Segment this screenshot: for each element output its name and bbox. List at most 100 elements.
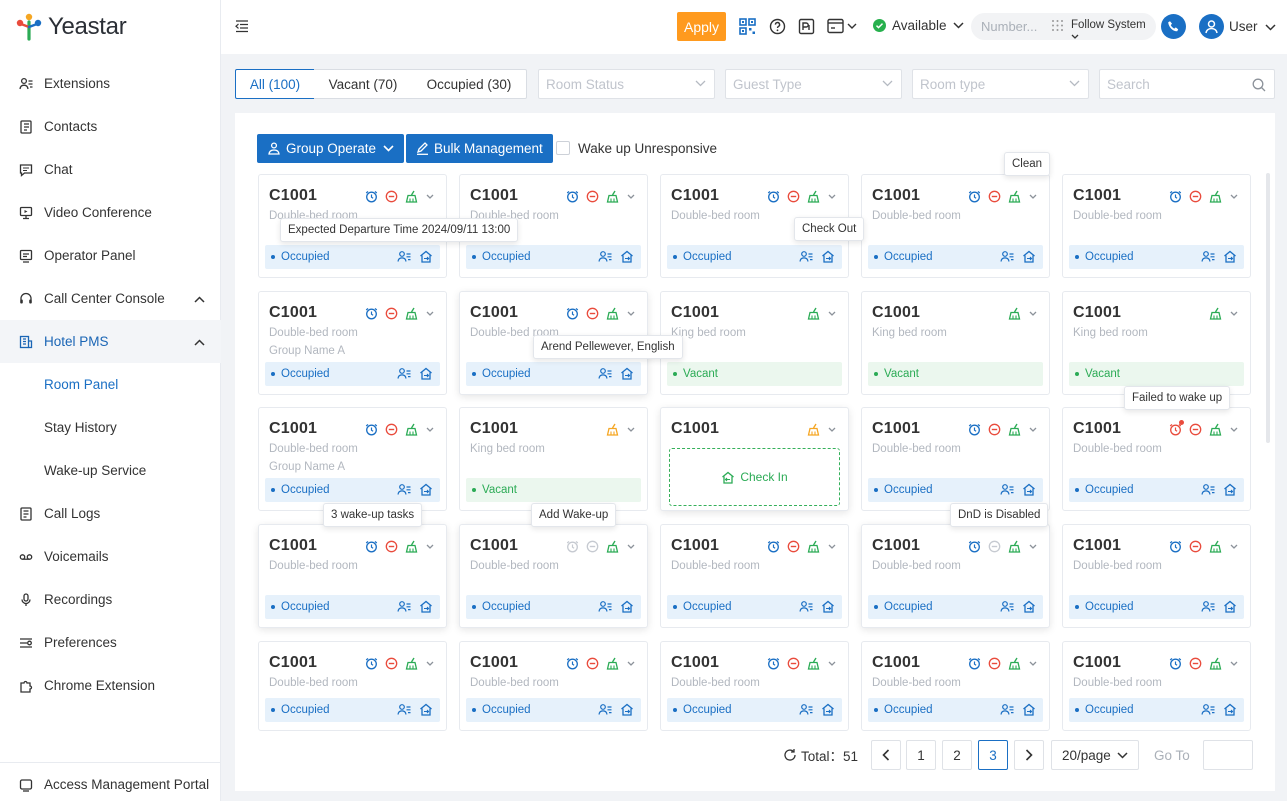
clean-status-icon[interactable] bbox=[606, 657, 620, 670]
alarm-clock-icon[interactable] bbox=[1169, 657, 1182, 670]
check-out-icon[interactable] bbox=[821, 250, 835, 266]
chevron-down-icon[interactable] bbox=[1230, 427, 1238, 433]
guest-info-icon[interactable] bbox=[397, 483, 411, 499]
guest-info-icon[interactable] bbox=[799, 703, 813, 719]
clean-status-icon[interactable] bbox=[1209, 307, 1223, 320]
chevron-down-icon[interactable] bbox=[627, 427, 635, 433]
room-card[interactable]: C1001 Check In bbox=[660, 407, 849, 511]
room-card[interactable]: C1001 Double-bed room Occupied bbox=[1062, 407, 1251, 511]
alarm-clock-icon[interactable] bbox=[1169, 190, 1182, 203]
clean-status-icon[interactable] bbox=[807, 540, 821, 553]
alarm-clock-icon[interactable] bbox=[968, 540, 981, 553]
room-card[interactable]: C1001 Double-bed room Occupied bbox=[861, 524, 1050, 628]
alarm-clock-icon[interactable] bbox=[365, 423, 378, 436]
sidebar-item-access-management-portal[interactable]: Access Management Portal bbox=[0, 763, 221, 801]
alarm-clock-icon[interactable] bbox=[968, 423, 981, 436]
do-not-disturb-icon[interactable] bbox=[385, 423, 398, 436]
do-not-disturb-icon[interactable] bbox=[787, 190, 800, 203]
chevron-down-icon[interactable] bbox=[1029, 194, 1037, 200]
page-button[interactable]: 2 bbox=[942, 740, 972, 770]
chevron-down-icon[interactable] bbox=[627, 661, 635, 667]
do-not-disturb-icon[interactable] bbox=[988, 657, 1001, 670]
room-card[interactable]: C1001 King bed room Vacant bbox=[861, 291, 1050, 395]
scrollbar[interactable] bbox=[1266, 173, 1270, 443]
chevron-down-icon[interactable] bbox=[1029, 544, 1037, 550]
chevron-down-icon[interactable] bbox=[627, 194, 635, 200]
chevron-down-icon[interactable] bbox=[828, 311, 836, 317]
alarm-clock-icon[interactable] bbox=[767, 540, 780, 553]
goto-page-input[interactable] bbox=[1203, 740, 1253, 770]
check-out-icon[interactable] bbox=[1223, 483, 1237, 499]
dial-number-input[interactable]: Number... Follow System bbox=[971, 13, 1156, 40]
clean-status-icon[interactable] bbox=[1209, 190, 1223, 203]
check-out-icon[interactable] bbox=[419, 483, 433, 499]
check-out-icon[interactable] bbox=[419, 250, 433, 266]
room-card[interactable]: C1001 Double-bed room Occupied bbox=[660, 641, 849, 731]
do-not-disturb-icon[interactable] bbox=[787, 657, 800, 670]
clean-status-icon[interactable] bbox=[807, 423, 821, 436]
chevron-down-icon[interactable] bbox=[828, 427, 836, 433]
guest-info-icon[interactable] bbox=[598, 703, 612, 719]
check-out-icon[interactable] bbox=[1223, 250, 1237, 266]
clean-status-icon[interactable] bbox=[405, 540, 419, 553]
collapse-sidebar-icon[interactable] bbox=[235, 19, 249, 38]
guest-info-icon[interactable] bbox=[1201, 250, 1215, 266]
sidebar-item-chrome-extension[interactable]: Chrome Extension bbox=[0, 664, 221, 707]
chevron-down-icon[interactable] bbox=[426, 427, 434, 433]
guest-info-icon[interactable] bbox=[1000, 703, 1014, 719]
do-not-disturb-icon[interactable] bbox=[1189, 540, 1202, 553]
alarm-clock-icon[interactable] bbox=[365, 190, 378, 203]
clean-status-icon[interactable] bbox=[606, 423, 620, 436]
room-card[interactable]: C1001 Double-bed room Occupied bbox=[861, 174, 1050, 278]
do-not-disturb-icon[interactable] bbox=[1189, 657, 1202, 670]
follow-system-dropdown[interactable]: Follow System bbox=[1071, 19, 1156, 43]
prev-page-button[interactable] bbox=[871, 740, 901, 770]
check-out-icon[interactable] bbox=[1223, 600, 1237, 616]
guest-info-icon[interactable] bbox=[1000, 483, 1014, 499]
alarm-clock-icon[interactable] bbox=[365, 307, 378, 320]
do-not-disturb-icon[interactable] bbox=[787, 540, 800, 553]
sidebar-item-call-center-console[interactable]: Call Center Console bbox=[0, 277, 221, 320]
chevron-down-icon[interactable] bbox=[1029, 661, 1037, 667]
chevron-down-icon[interactable] bbox=[828, 544, 836, 550]
page-button[interactable]: 1 bbox=[906, 740, 936, 770]
sidebar-item-room-panel[interactable]: Room Panel bbox=[0, 363, 221, 406]
chevron-up-icon[interactable] bbox=[194, 334, 205, 349]
next-page-button[interactable] bbox=[1014, 740, 1044, 770]
yeastar-logo[interactable]: Yeastar bbox=[16, 12, 127, 42]
room-card[interactable]: C1001 Double-bed room Occupied bbox=[1062, 524, 1251, 628]
call-button[interactable] bbox=[1161, 14, 1186, 39]
clean-status-icon[interactable] bbox=[1008, 190, 1022, 203]
do-not-disturb-icon[interactable] bbox=[385, 540, 398, 553]
guest-info-icon[interactable] bbox=[397, 367, 411, 383]
room-card[interactable]: C1001 Double-bed room Occupied bbox=[861, 641, 1050, 731]
guest-info-icon[interactable] bbox=[397, 703, 411, 719]
qr-code-icon[interactable] bbox=[739, 18, 756, 40]
do-not-disturb-icon[interactable] bbox=[586, 190, 599, 203]
do-not-disturb-icon[interactable] bbox=[586, 307, 599, 320]
guest-info-icon[interactable] bbox=[1201, 483, 1215, 499]
alarm-clock-icon[interactable] bbox=[566, 657, 579, 670]
chevron-down-icon[interactable] bbox=[627, 311, 635, 317]
page-button-current[interactable]: 3 bbox=[978, 740, 1008, 770]
room-card[interactable]: C1001 King bed room Vacant bbox=[459, 407, 648, 511]
refresh-icon[interactable] bbox=[783, 748, 797, 762]
guest-info-icon[interactable] bbox=[598, 367, 612, 383]
clean-status-icon[interactable] bbox=[807, 307, 821, 320]
sidebar-item-video-conference[interactable]: Video Conference bbox=[0, 191, 221, 234]
tab-occupied[interactable]: Occupied (30) bbox=[412, 69, 527, 99]
check-out-icon[interactable] bbox=[620, 250, 634, 266]
sidebar-item-stay-history[interactable]: Stay History bbox=[0, 406, 221, 449]
room-card[interactable]: C1001 King bed room Vacant bbox=[1062, 291, 1251, 395]
room-type-select[interactable]: Room type bbox=[912, 69, 1089, 99]
clean-status-icon[interactable] bbox=[606, 190, 620, 203]
alarm-clock-icon[interactable] bbox=[365, 540, 378, 553]
check-out-icon[interactable] bbox=[419, 703, 433, 719]
clean-status-icon[interactable] bbox=[405, 657, 419, 670]
check-out-icon[interactable] bbox=[620, 600, 634, 616]
check-out-icon[interactable] bbox=[1022, 600, 1036, 616]
do-not-disturb-icon[interactable] bbox=[385, 307, 398, 320]
alarm-clock-icon[interactable] bbox=[767, 657, 780, 670]
do-not-disturb-icon[interactable] bbox=[586, 540, 599, 553]
group-operate-button[interactable]: Group Operate bbox=[257, 134, 405, 163]
